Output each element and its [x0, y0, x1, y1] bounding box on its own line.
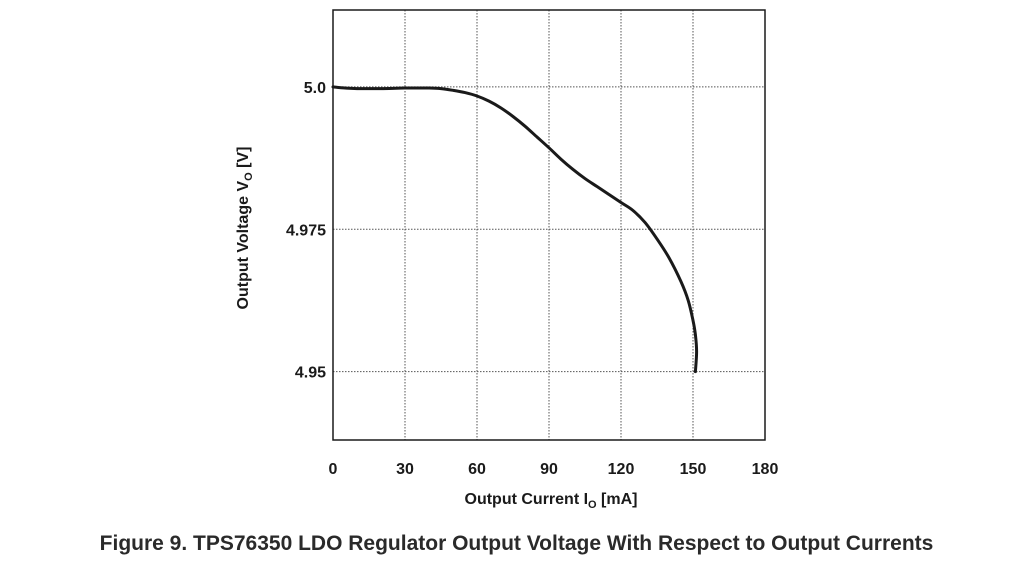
x-tick-label: 60: [468, 461, 486, 478]
figure-caption: Figure 9. TPS76350 LDO Regulator Output …: [99, 532, 934, 555]
voltage-current-chart: 0 30 60 90 120 150 180 4.95 4.975 5.0 Output Cur…: [235, 9, 779, 511]
y-tick-label: 4.95: [295, 365, 326, 382]
y-tick-label: 5.0: [304, 80, 326, 97]
x-tick-label: 90: [540, 461, 558, 478]
y-tick-labels: 4.95 4.975 5.0: [286, 80, 326, 382]
x-tick-label: 0: [329, 461, 338, 478]
x-axis-label-unit: [mA]: [597, 491, 638, 508]
x-tick-label: 180: [752, 461, 779, 478]
x-axis-label: Output Current IO [mA]: [465, 491, 638, 511]
x-axis-label-main: Output Current I: [465, 491, 589, 508]
plot-frame: [332, 9, 766, 441]
y-axis-label-subscript: O: [243, 172, 255, 181]
x-tick-label: 120: [608, 461, 635, 478]
y-axis-label-main: Output Voltage V: [235, 181, 252, 310]
series-line: [331, 85, 699, 374]
x-tick-label: 150: [680, 461, 707, 478]
y-axis-label: Output Voltage VO [V]: [235, 147, 255, 310]
gridlines: [333, 10, 765, 440]
x-tick-labels: 0 30 60 90 120 150 180: [329, 461, 779, 478]
y-axis-label-unit: [V]: [235, 147, 252, 173]
x-tick-label: 30: [396, 461, 414, 478]
y-tick-label: 4.975: [286, 222, 326, 239]
x-axis-label-subscript: O: [588, 499, 597, 511]
